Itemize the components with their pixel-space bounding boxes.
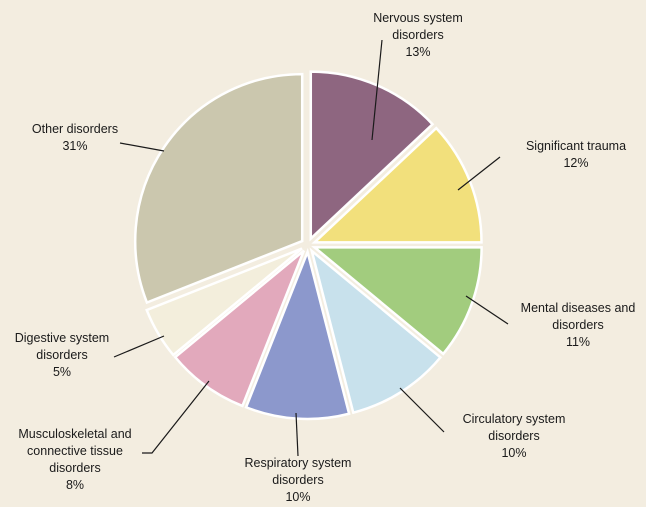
slice-name-line: Digestive system — [15, 331, 109, 345]
slice-name-line: Circulatory system — [463, 412, 566, 426]
slice-percent: 11% — [566, 335, 590, 349]
slice-percent: 13% — [405, 45, 430, 59]
slice-label-5: Musculoskeletal and connective tissue diso… — [18, 427, 131, 492]
leader-line-7 — [119, 142, 165, 152]
leader-line-2 — [465, 295, 509, 325]
leader-line-5 — [142, 380, 210, 454]
slice-name-line: Mental diseases and — [521, 301, 636, 315]
slice-label-6: Digestive system disorders 5% — [15, 331, 109, 379]
slice-name-line: Respiratory system — [245, 456, 352, 470]
slice-name-line: disorders — [36, 348, 87, 362]
slice-labels: Nervous system disorders 13% Significant tr… — [15, 11, 636, 504]
slice-name-line: disorders — [488, 429, 539, 443]
slice-percent: 10% — [285, 490, 310, 504]
slice-label-1: Significant trauma 12% — [526, 139, 626, 170]
leader-line-4 — [295, 412, 299, 457]
slice-percent: 31% — [62, 139, 87, 153]
leader-lines — [113, 39, 509, 457]
leader-line-3 — [399, 387, 445, 433]
pie-slice-2 — [311, 246, 483, 356]
slice-name-line: disorders — [49, 461, 100, 475]
slice-name-line: Significant trauma — [526, 139, 626, 153]
slice-name-line: connective tissue — [27, 444, 123, 458]
slice-percent: 5% — [53, 365, 71, 379]
pie-slice-3 — [309, 247, 443, 415]
leader-line-6 — [113, 335, 165, 358]
slice-name-line: Musculoskeletal and — [18, 427, 131, 441]
slice-name-line: Other disorders — [32, 122, 118, 136]
slice-percent: 10% — [501, 446, 526, 460]
slice-name-line: disorders — [552, 318, 603, 332]
slice-name-line: disorders — [272, 473, 323, 487]
slice-name-line: Nervous system — [373, 11, 463, 25]
leader-line-0 — [371, 39, 383, 141]
leader-line-1 — [457, 156, 501, 191]
slice-percent: 12% — [563, 156, 588, 170]
slice-percent: 8% — [66, 478, 84, 492]
pie-slice-4 — [244, 247, 351, 421]
slice-name-line: disorders — [392, 28, 443, 42]
slice-label-2: Mental diseases and disorders 11% — [521, 301, 636, 349]
slice-label-7: Other disorders 31% — [32, 122, 118, 153]
pie-slice-7 — [133, 72, 304, 305]
slice-label-0: Nervous system disorders 13% — [373, 11, 463, 59]
pie-slice-6 — [145, 247, 303, 357]
pie-slices — [133, 70, 483, 421]
slice-label-4: Respiratory system disorders 10% — [245, 456, 352, 504]
slice-label-3: Circulatory system disorders 10% — [463, 412, 566, 460]
